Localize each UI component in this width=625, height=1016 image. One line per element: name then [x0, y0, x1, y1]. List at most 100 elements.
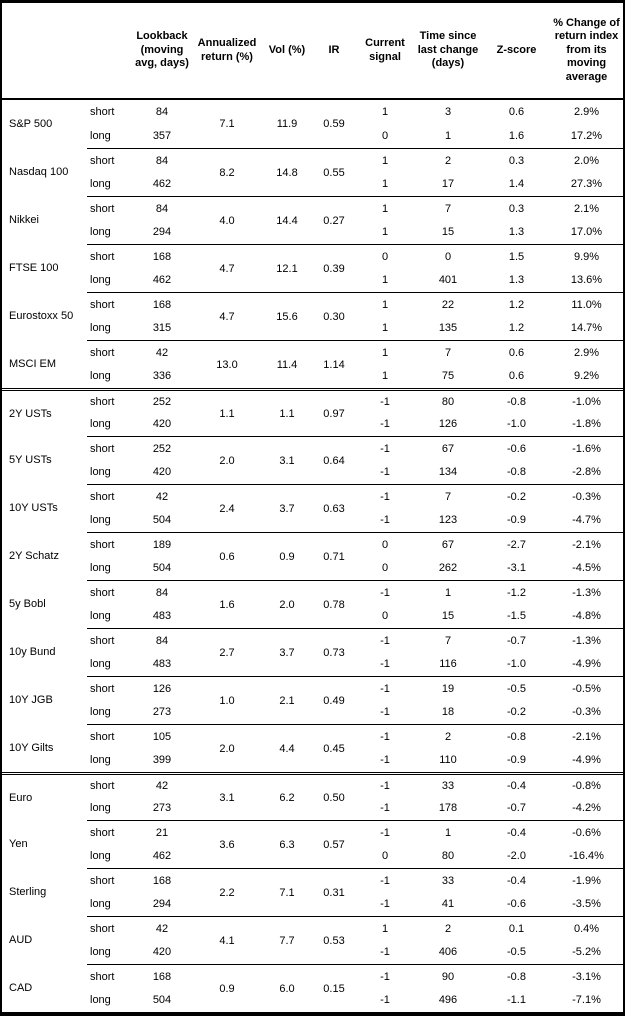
current-signal-value: 0 — [381, 850, 389, 862]
zscore-value: 1.2 — [508, 322, 525, 334]
horizon-label: long — [90, 418, 111, 430]
horizon-label: short — [90, 106, 115, 118]
pct-change-value: -16.4% — [569, 850, 604, 862]
lookback-value: 315 — [152, 322, 172, 334]
annualized-return-value: 2.7 — [191, 628, 263, 676]
zscore-value: 0.3 — [483, 196, 550, 220]
asset-row-long: long 357 0 1 1.6 17.2% — [2, 124, 623, 148]
ir-value: 0.50 — [311, 772, 357, 820]
zscore-value: 0.6 — [508, 106, 525, 118]
horizon-label: short — [87, 436, 133, 460]
zscore-value: -0.8 — [507, 466, 526, 478]
current-signal-value: -1 — [357, 964, 413, 988]
pct-change-value: -4.9% — [572, 658, 601, 670]
lookback-value: 84 — [133, 628, 191, 652]
time-since-value: 18 — [441, 706, 455, 718]
asset-name: Eurostoxx 50 — [9, 310, 74, 322]
pct-change-value: 27.3% — [570, 178, 603, 190]
annualized-return-value: 2.4 — [191, 484, 263, 532]
pct-change-value: -4.5% — [572, 562, 601, 574]
asset-row-long: long 462 1 17 1.4 27.3% — [2, 172, 623, 196]
time-since-value: 110 — [439, 754, 457, 766]
horizon-label: long — [90, 994, 111, 1006]
lookback-value: 420 — [152, 418, 172, 430]
asset-row-short: FTSE 100 short 168 4.7 12.1 0.39 0 0 1.5 9.9% — [2, 244, 623, 275]
lookback-value: 168 — [133, 964, 191, 988]
pct-change-value: 0.4% — [550, 916, 623, 940]
current-signal-value: 0 — [381, 562, 389, 574]
col-header-vol: Vol (%) — [263, 3, 311, 100]
horizon-label: short — [87, 244, 133, 268]
asset-name: 10Y USTs — [9, 502, 58, 514]
ir-value: 0.45 — [311, 724, 357, 772]
asset-name: S&P 500 — [9, 118, 53, 130]
zscore-value: -0.7 — [507, 802, 526, 814]
pct-change-value: -4.9% — [572, 754, 601, 766]
asset-name: 2Y Schatz — [9, 550, 59, 562]
time-since-value: 7 — [413, 484, 483, 508]
col-header-horizon — [87, 3, 133, 100]
time-since-value: 22 — [413, 292, 483, 316]
time-since-value: 19 — [413, 676, 483, 700]
current-signal-value: 1 — [357, 196, 413, 220]
zscore-value: 1.5 — [483, 244, 550, 268]
lookback-value: 42 — [133, 340, 191, 364]
horizon-label: short — [87, 340, 133, 364]
pct-change-value: -1.0% — [550, 388, 623, 412]
lookback-value: 42 — [133, 484, 191, 508]
horizon-label: short — [87, 628, 133, 652]
current-signal-value: 0 — [357, 532, 413, 556]
current-signal-value: -1 — [380, 706, 390, 718]
lookback-value: 336 — [152, 370, 172, 382]
vol-value: 11.9 — [276, 118, 298, 130]
time-since-value: 33 — [413, 868, 483, 892]
annualized-return-value: 1.6 — [191, 580, 263, 628]
asset-name: AUD — [9, 934, 33, 946]
col-header-zscore: Z-score — [483, 3, 550, 100]
time-since-value: 90 — [413, 964, 483, 988]
zscore-value: -0.9 — [507, 754, 526, 766]
zscore-value: 0.3 — [483, 148, 550, 172]
time-since-value: 15 — [441, 610, 455, 622]
pct-change-value: -3.1% — [550, 964, 623, 988]
vol-value: 14.4 — [263, 196, 311, 244]
asset-row-short: 5Y USTs short 252 2.0 3.1 0.64 -1 67 -0.6 -1.6% — [2, 436, 623, 467]
time-since-value: 406 — [438, 946, 458, 958]
horizon-label: short — [87, 148, 133, 172]
asset-name: 5Y USTs — [9, 454, 52, 466]
asset-row-long: long 462 0 80 -2.0 -16.4% — [2, 844, 623, 868]
zscore-value: 0.6 — [483, 340, 550, 364]
zscore-value: 0.1 — [483, 916, 550, 940]
lookback-value: 84 — [155, 106, 169, 118]
annualized-return-value: 4.1 — [191, 916, 263, 964]
time-since-value: 2 — [413, 724, 483, 748]
horizon-label: long — [90, 226, 111, 238]
ir-value: 0.55 — [311, 148, 357, 196]
zscore-value: 0.6 — [508, 370, 525, 382]
pct-change-value: 13.6% — [570, 274, 603, 286]
current-signal-value: -1 — [380, 898, 390, 910]
table-header: Lookback (moving avg, days) Annualized r… — [2, 3, 623, 100]
asset-name: 10Y Gilts — [9, 742, 54, 754]
section-fx: Euro short 42 3.1 6.2 0.50 -1 33 -0.4 -0.8% long 27… — [2, 772, 623, 1012]
asset-name: FTSE 100 — [9, 262, 59, 274]
annualized-return-value: 4.0 — [191, 196, 263, 244]
lookback-value: 504 — [152, 514, 172, 526]
annualized-return-value: 8.2 — [191, 148, 263, 196]
ir-value: 0.30 — [311, 292, 357, 340]
annualized-return-value: 2.0 — [191, 724, 263, 772]
asset-name: Sterling — [9, 886, 47, 898]
zscore-value: -0.8 — [483, 964, 550, 988]
horizon-label: long — [90, 946, 111, 958]
annualized-return-value: 4.7 — [191, 244, 263, 292]
zscore-value: -1.1 — [507, 994, 526, 1006]
col-header-annualized-return: Annualized return (%) — [191, 3, 263, 100]
pct-change-value: -4.8% — [572, 610, 601, 622]
time-since-value: 7 — [413, 628, 483, 652]
current-signal-value: -1 — [380, 802, 390, 814]
vol-value: 6.3 — [263, 820, 311, 868]
zscore-value: -0.2 — [507, 706, 526, 718]
pct-change-value: -4.7% — [572, 514, 601, 526]
vol-value: 6.0 — [263, 964, 311, 1012]
time-since-value: 67 — [413, 436, 483, 460]
